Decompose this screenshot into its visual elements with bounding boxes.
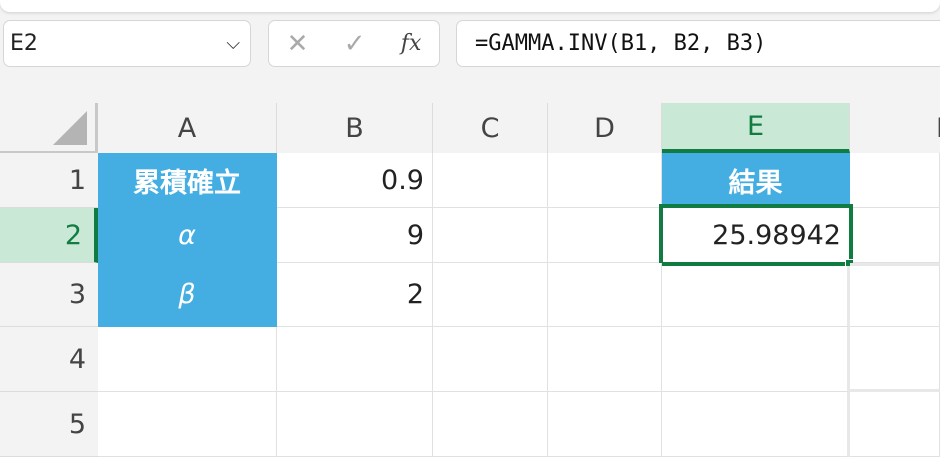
- cell-d4[interactable]: [548, 327, 662, 392]
- column-header-c[interactable]: C: [433, 103, 548, 153]
- cell-e4[interactable]: [662, 327, 850, 392]
- cell-d3[interactable]: [548, 263, 662, 327]
- formula-input[interactable]: =GAMMA.INV(B1, B2, B3): [456, 20, 940, 67]
- cell-b1[interactable]: 0.9: [277, 153, 433, 208]
- name-box-value: E2: [10, 31, 38, 56]
- cell-b3[interactable]: 2: [277, 263, 433, 327]
- cell-a1[interactable]: 累積確立: [98, 153, 277, 208]
- cell-f2[interactable]: [853, 208, 940, 263]
- row-header-3[interactable]: 3: [0, 263, 98, 327]
- cell-e1[interactable]: 結果: [662, 153, 850, 208]
- cell-a3[interactable]: β: [98, 263, 277, 327]
- column-header-f[interactable]: F: [850, 103, 940, 153]
- cell-f1[interactable]: [850, 153, 940, 208]
- cell-d2[interactable]: [548, 208, 662, 263]
- cell-b2[interactable]: 9: [277, 208, 433, 263]
- cell-c5[interactable]: [433, 392, 548, 457]
- column-header-b[interactable]: B: [277, 103, 433, 153]
- cell-b4[interactable]: [277, 327, 433, 392]
- column-header-a[interactable]: A: [98, 103, 277, 153]
- cell-c4[interactable]: [433, 327, 548, 392]
- cell-e2-selected[interactable]: 25.98942: [659, 204, 853, 266]
- cell-a2[interactable]: α: [98, 208, 277, 263]
- cell-e3[interactable]: [662, 266, 850, 327]
- cell-d1[interactable]: [548, 153, 662, 208]
- row-header-5[interactable]: 5: [0, 392, 98, 457]
- cell-a5[interactable]: [98, 392, 277, 457]
- column-header-d[interactable]: D: [548, 103, 662, 153]
- row-header-4[interactable]: 4: [0, 327, 98, 392]
- cancel-icon[interactable]: ✕: [286, 28, 309, 59]
- cell-d5[interactable]: [548, 392, 662, 457]
- cell-f3[interactable]: [850, 263, 940, 327]
- cell-c2[interactable]: [433, 208, 548, 263]
- name-box[interactable]: E2 ⌵: [3, 20, 251, 67]
- row-header-2[interactable]: 2: [0, 208, 98, 263]
- ribbon-bottom: [0, 0, 940, 12]
- cell-f4[interactable]: [850, 327, 940, 392]
- formula-buttons: ✕ ✓ fx: [268, 20, 440, 67]
- cell-a4[interactable]: [98, 327, 277, 392]
- insert-function-icon[interactable]: fx: [400, 31, 422, 56]
- row-header-1[interactable]: 1: [0, 153, 98, 208]
- column-header-e[interactable]: E: [662, 103, 850, 153]
- chevron-down-icon[interactable]: ⌵: [226, 33, 240, 54]
- cell-c1[interactable]: [433, 153, 548, 208]
- cell-b5[interactable]: [277, 392, 433, 457]
- select-all-button[interactable]: [0, 103, 98, 153]
- cell-c3[interactable]: [433, 263, 548, 327]
- enter-icon[interactable]: ✓: [343, 28, 366, 59]
- cell-f5[interactable]: [850, 392, 940, 457]
- cell-e5[interactable]: [662, 392, 850, 457]
